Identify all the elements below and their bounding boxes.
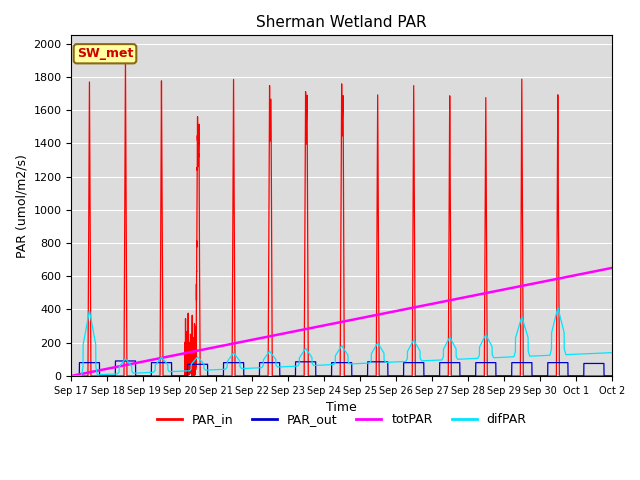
difPAR (68, 373, 76, 379)
X-axis label: Time: Time (326, 401, 357, 414)
Legend: PAR_in, PAR_out, totPAR, difPAR: PAR_in, PAR_out, totPAR, difPAR (152, 408, 532, 431)
PAR_out (95, 360, 102, 365)
totPAR (387, 309, 395, 315)
totPAR (411, 304, 419, 310)
PAR_in (387, 373, 395, 379)
totPAR (95, 368, 102, 373)
Text: SW_met: SW_met (77, 47, 133, 60)
PAR_out (263, 360, 271, 365)
difPAR (95, 372, 102, 378)
totPAR (468, 293, 476, 299)
difPAR (387, 359, 395, 365)
PAR_in (468, 373, 476, 379)
PAR_out (608, 373, 616, 379)
totPAR (497, 287, 505, 293)
Line: PAR_in: PAR_in (72, 62, 612, 376)
PAR_out (497, 373, 505, 379)
PAR_in (263, 373, 271, 379)
totPAR (608, 265, 616, 271)
difPAR (608, 350, 616, 356)
PAR_in (95, 373, 102, 379)
PAR_out (411, 360, 419, 365)
difPAR (411, 339, 419, 345)
PAR_out (68, 373, 76, 379)
Line: difPAR: difPAR (72, 308, 612, 376)
PAR_in (411, 313, 419, 319)
difPAR (497, 355, 505, 360)
PAR_out (111, 358, 119, 364)
PAR_out (468, 373, 476, 379)
PAR_in (122, 59, 129, 65)
totPAR (263, 334, 271, 340)
Line: PAR_out: PAR_out (72, 361, 612, 376)
PAR_in (68, 373, 76, 379)
Line: totPAR: totPAR (72, 268, 612, 376)
difPAR (468, 356, 476, 361)
PAR_in (497, 373, 505, 379)
PAR_in (608, 373, 616, 379)
Title: Sherman Wetland PAR: Sherman Wetland PAR (257, 15, 427, 30)
Y-axis label: PAR (umol/m2/s): PAR (umol/m2/s) (15, 154, 28, 258)
PAR_out (387, 373, 395, 379)
difPAR (263, 352, 271, 358)
totPAR (68, 373, 76, 379)
difPAR (554, 305, 562, 311)
